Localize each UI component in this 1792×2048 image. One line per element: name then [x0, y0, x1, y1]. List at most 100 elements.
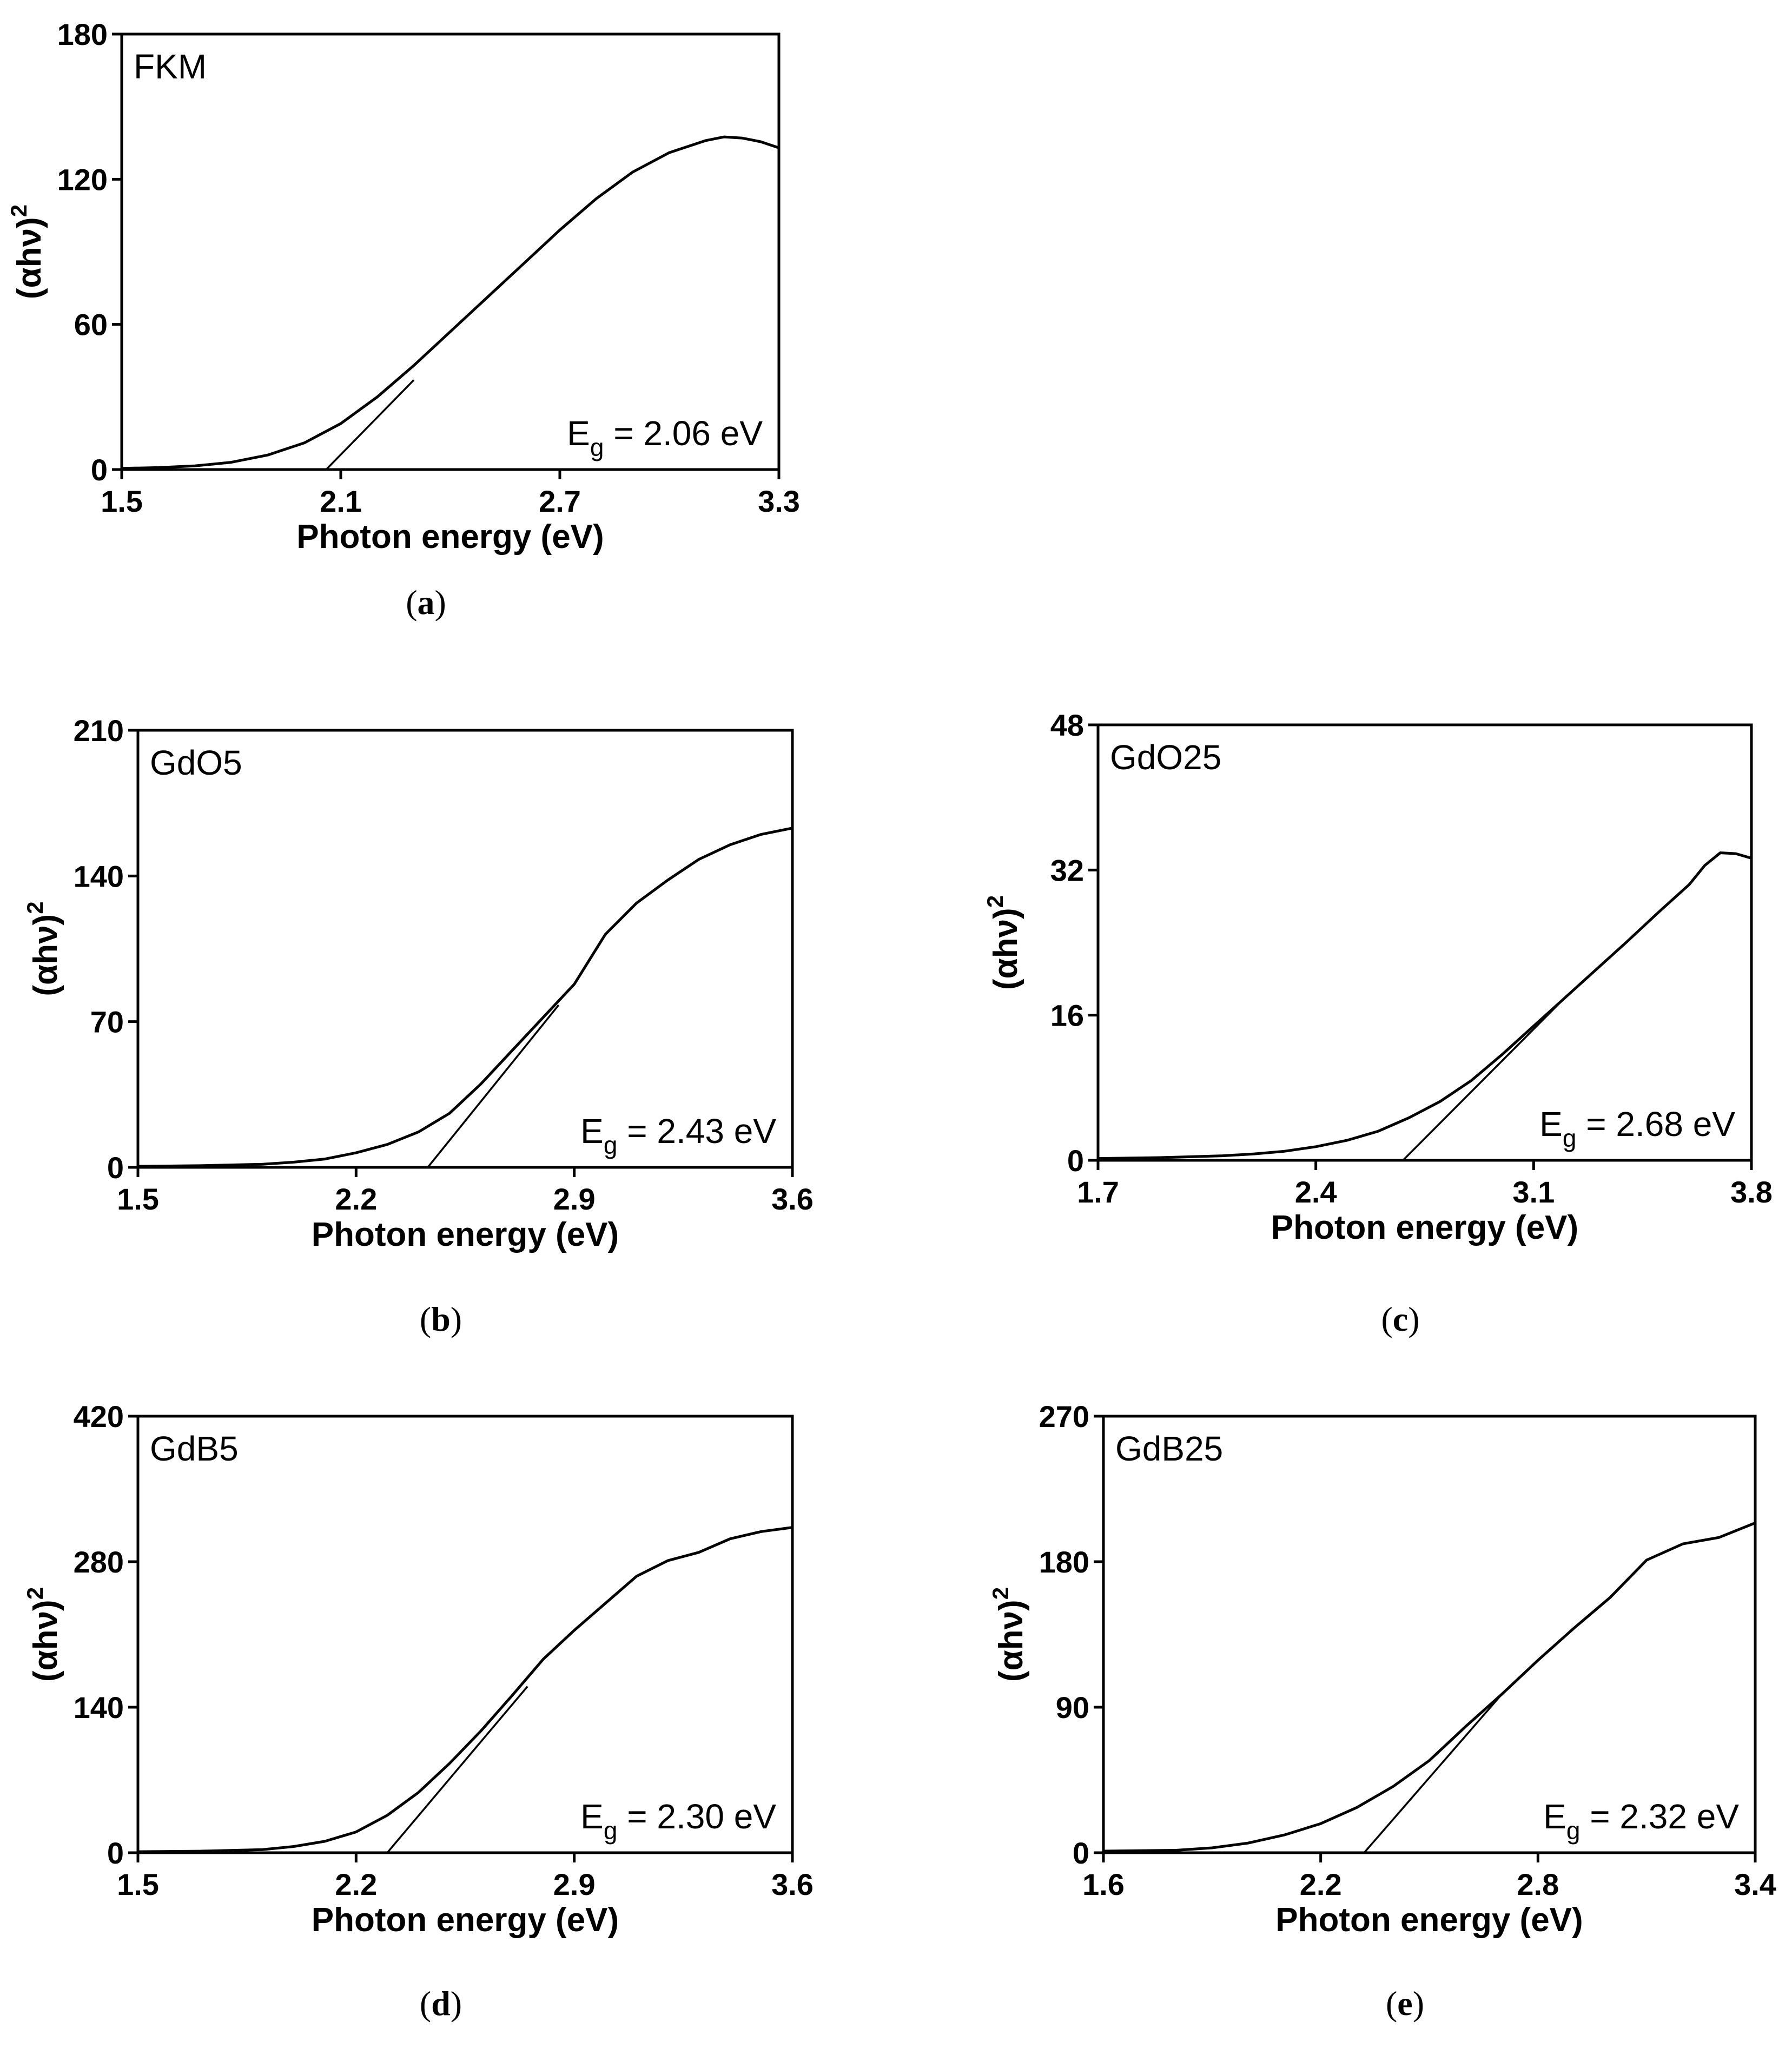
- x-tick-label: 1.7: [1077, 1175, 1119, 1209]
- tangent-fit-line: [1402, 997, 1566, 1161]
- x-tick-label: 2.4: [1295, 1175, 1337, 1209]
- y-tick-label: 140: [74, 1690, 124, 1725]
- band-gap-annotation: Eg = 2.06 eV: [567, 414, 763, 461]
- y-axis-title-base: (αhν): [987, 908, 1024, 990]
- y-axis-title-base: (αhν): [27, 914, 64, 996]
- y-tick-label: 0: [1067, 1144, 1084, 1178]
- panel-caption: (e): [1386, 1984, 1424, 2023]
- y-tick-label: 32: [1050, 853, 1084, 887]
- panel-d: 1.5 2.2 2.9 3.6 0 140 280 420 Photon energy (eV)…: [22, 1399, 814, 2023]
- caption-letter: c: [1393, 1300, 1408, 1338]
- tangent-fit-line: [386, 1686, 528, 1854]
- series-line-curve: [1097, 851, 1752, 1160]
- band-gap-annotation: Eg = 2.68 eV: [1539, 1105, 1735, 1152]
- panel-e: 1.6 2.2 2.8 3.4 0 90 180 270 Photon energy (eV) (…: [988, 1399, 1776, 2023]
- eg-symbol: E: [580, 1112, 604, 1151]
- y-tick-label: 0: [107, 1151, 124, 1185]
- panel-caption: (d): [420, 1984, 462, 2023]
- x-axis-title: Photon energy (eV): [1271, 1209, 1578, 1246]
- y-tick-label: 0: [107, 1836, 124, 1870]
- tangent-fit-line: [325, 379, 415, 471]
- y-axis-title: (αhν)2: [988, 1587, 1030, 1682]
- x-axis-title: Photon energy (eV): [312, 1901, 619, 1939]
- y-tick-label: 180: [57, 17, 108, 51]
- series-line-curve: [1103, 1521, 1756, 1853]
- plot-frame: [136, 1415, 794, 1854]
- eg-subscript: g: [1566, 1816, 1581, 1845]
- x-tick-label: 1.6: [1082, 1867, 1125, 1901]
- y-tick-label: 70: [90, 1005, 124, 1039]
- eg-symbol: E: [580, 1797, 604, 1836]
- y-axis-title-sup: 2: [22, 901, 48, 914]
- y-axis-title-sup: 2: [988, 1587, 1013, 1600]
- eg-value: = 2.68 eV: [1576, 1105, 1735, 1144]
- y-tick-label: 280: [74, 1545, 124, 1579]
- plot-frame: [1096, 723, 1753, 1162]
- y-tick-label: 48: [1050, 708, 1084, 742]
- tangent-fit-line: [1363, 1693, 1503, 1854]
- x-tick-label: 2.8: [1517, 1867, 1559, 1901]
- x-tick-label: 2.9: [553, 1182, 596, 1216]
- eg-subscript: g: [604, 1131, 618, 1159]
- x-tick-label: 2.9: [553, 1867, 596, 1901]
- eg-value: = 2.43 eV: [617, 1112, 776, 1151]
- x-tick-label: 3.6: [771, 1867, 814, 1901]
- panel-caption: (c): [1381, 1300, 1419, 1338]
- panel-a: 1.5 2.1 2.7 3.3 0 60 120 180 Photon energy (eV) (…: [6, 17, 800, 622]
- y-axis-title: (αhν)2: [982, 895, 1024, 990]
- eg-symbol: E: [567, 414, 590, 453]
- x-axis-title: Photon energy (eV): [1275, 1901, 1583, 1939]
- x-tick-label: 3.4: [1734, 1867, 1776, 1901]
- y-tick-label: 270: [1039, 1399, 1089, 1433]
- y-axis-title: (αhν)2: [6, 204, 48, 299]
- caption-letter: e: [1397, 1984, 1412, 2023]
- caption-letter: b: [431, 1300, 451, 1338]
- eg-subscript: g: [1563, 1124, 1577, 1152]
- plot-frame: [136, 729, 794, 1169]
- x-tick-label: 1.5: [101, 484, 143, 518]
- plot-frame: [120, 32, 781, 471]
- panel-name: GdB5: [150, 1429, 239, 1468]
- y-tick-label: 140: [74, 859, 124, 893]
- eg-value: = 2.30 eV: [617, 1797, 776, 1836]
- y-tick-label: 16: [1050, 999, 1084, 1033]
- x-tick-label: 3.6: [771, 1182, 814, 1216]
- eg-value: = 2.32 eV: [1580, 1797, 1739, 1836]
- x-tick-label: 2.7: [539, 484, 581, 518]
- y-tick-label: 60: [74, 308, 108, 342]
- y-axis-title: (αhν)2: [22, 1587, 64, 1682]
- y-tick-label: 210: [74, 714, 124, 748]
- y-tick-label: 120: [57, 162, 108, 196]
- x-tick-label: 3.8: [1730, 1175, 1773, 1209]
- panel-name: GdO25: [1110, 738, 1221, 777]
- tangent-fit-line: [427, 1004, 560, 1168]
- series-line-curve: [137, 1526, 793, 1853]
- y-tick-label: 0: [91, 453, 108, 487]
- y-tick-label: 90: [1056, 1690, 1089, 1725]
- eg-value: = 2.06 eV: [604, 414, 763, 453]
- panel-caption: (a): [406, 583, 446, 622]
- y-axis-title: (αhν)2: [22, 901, 64, 996]
- y-axis-title-base: (αhν): [27, 1600, 64, 1682]
- x-tick-label: 1.5: [117, 1182, 159, 1216]
- panel-b: 1.5 2.2 2.9 3.6 0 70 140 210 Photon energy (eV) (…: [22, 714, 814, 1338]
- x-tick-label: 2.2: [1300, 1867, 1342, 1901]
- caption-letter: a: [418, 583, 435, 622]
- eg-symbol: E: [1539, 1105, 1563, 1144]
- eg-subscript: g: [590, 433, 604, 461]
- panel-name: GdO5: [150, 743, 242, 782]
- x-tick-label: 1.5: [117, 1867, 159, 1901]
- y-axis-title-base: (αhν): [11, 217, 48, 299]
- series-line-curve: [137, 827, 793, 1168]
- x-tick-label: 2.1: [320, 484, 362, 518]
- panel-caption: (b): [420, 1300, 462, 1338]
- y-axis-title-base: (αhν): [993, 1600, 1030, 1682]
- x-axis-title: Photon energy (eV): [312, 1216, 619, 1253]
- band-gap-annotation: Eg = 2.43 eV: [580, 1112, 776, 1159]
- band-gap-annotation: Eg = 2.30 eV: [580, 1797, 776, 1845]
- series-line-curve: [121, 135, 779, 470]
- plot-frame: [1102, 1415, 1757, 1854]
- x-tick-label: 2.2: [335, 1182, 377, 1216]
- panel-name: FKM: [134, 47, 207, 86]
- panel-name: GdB25: [1115, 1429, 1223, 1468]
